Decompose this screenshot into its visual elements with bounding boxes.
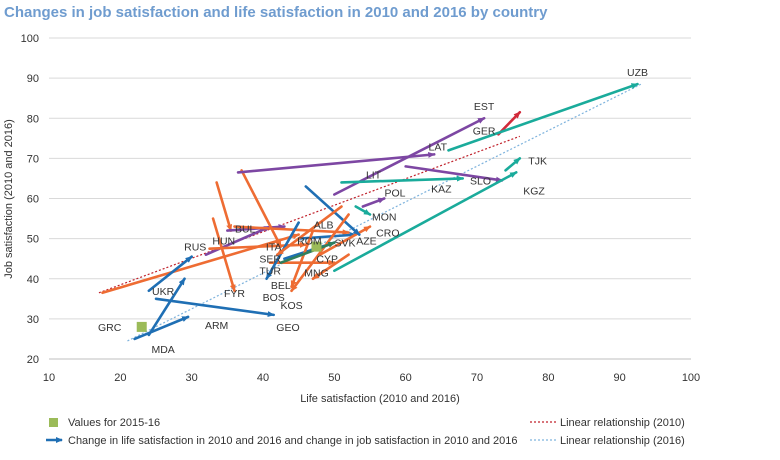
x-tick-label: 100 — [682, 372, 700, 384]
value-squares — [136, 241, 322, 332]
change-arrow — [290, 229, 315, 289]
country-labels: UZB EST GER LAT TJK LIT SLO KAZ KGZ POL MON BUL ALB H… — [98, 67, 648, 356]
change-arrow — [211, 217, 236, 293]
y-tick-label: 20 — [27, 354, 39, 366]
country-label: UKR — [152, 286, 175, 298]
country-label: UZB — [627, 67, 648, 79]
country-label: EST — [474, 101, 495, 113]
change-arrow — [204, 225, 272, 256]
change-arrow — [101, 233, 300, 295]
country-label: ARM — [205, 320, 228, 332]
trendline-2010 — [98, 135, 521, 294]
country-label: BUL — [235, 224, 256, 236]
y-tick-label: 90 — [27, 73, 39, 85]
value-square — [311, 241, 322, 252]
country-label: GRC — [98, 322, 122, 334]
change-arrow — [279, 241, 336, 265]
change-arrow — [290, 213, 350, 293]
legend-square-label: Values for 2015-16 — [68, 417, 160, 429]
x-tick-label: 70 — [471, 372, 483, 384]
y-tick-label: 40 — [27, 274, 39, 286]
country-label: BOS — [263, 292, 285, 304]
legend-line-2010-label: Linear relationship (2010) — [560, 417, 685, 429]
change-arrow — [147, 255, 193, 293]
y-axis-ticks: 20 30 40 50 60 70 80 90 100 — [21, 33, 39, 366]
x-tick-label: 20 — [114, 372, 126, 384]
country-label: SLO — [470, 175, 491, 187]
change-arrow — [361, 197, 386, 208]
y-tick-label: 80 — [27, 113, 39, 125]
country-label: BEL — [271, 280, 291, 292]
x-tick-label: 30 — [186, 372, 198, 384]
country-label: CRO — [376, 228, 399, 240]
x-axis-label: Life satisfaction (2010 and 2016) — [300, 393, 460, 405]
country-label: MON — [372, 212, 397, 224]
country-label: FYR — [224, 288, 245, 300]
gridlines — [49, 37, 691, 360]
x-tick-label: 10 — [43, 372, 55, 384]
x-tick-label: 50 — [328, 372, 340, 384]
change-arrow — [311, 253, 350, 281]
change-arrow — [154, 297, 276, 318]
x-tick-label: 80 — [542, 372, 554, 384]
country-label: SER — [259, 254, 281, 266]
y-tick-label: 70 — [27, 153, 39, 165]
country-label: POL — [384, 187, 405, 199]
country-label: ROM — [297, 236, 322, 248]
change-arrow — [133, 315, 190, 341]
change-arrow — [236, 151, 436, 174]
country-label: MNG — [304, 268, 329, 280]
change-arrow — [275, 205, 343, 256]
country-label: KAZ — [431, 183, 452, 195]
change-arrow — [504, 157, 522, 172]
x-axis-ticks: 10 20 30 40 50 60 70 80 90 100 — [43, 372, 700, 384]
country-label: TUR — [259, 266, 281, 278]
chart-title: Changes in job satisfaction and life sat… — [4, 4, 548, 21]
legend: Values for 2015-16 Change in life satisf… — [46, 417, 685, 447]
change-arrow — [447, 82, 639, 152]
x-tick-label: 40 — [257, 372, 269, 384]
y-axis-label: Job satisfaction (2010 and 2016) — [3, 119, 15, 279]
value-square — [136, 321, 147, 332]
trendlines — [98, 83, 642, 342]
country-label: ALB — [314, 220, 334, 232]
x-tick-label: 90 — [614, 372, 626, 384]
country-label: ITA — [266, 242, 282, 254]
change-arrow — [297, 232, 358, 240]
y-tick-label: 100 — [21, 33, 39, 45]
country-arrows — [101, 82, 639, 341]
country-label: GEO — [276, 322, 299, 334]
country-label: GER — [473, 125, 496, 137]
change-arrow — [304, 185, 361, 236]
change-arrow — [233, 225, 350, 236]
legend-square-swatch — [49, 418, 58, 427]
country-label: RUS — [184, 242, 206, 254]
country-label: SVK — [335, 238, 356, 250]
country-label: LIT — [366, 169, 382, 181]
country-label: CYP — [316, 254, 338, 266]
country-label: KOS — [280, 300, 302, 312]
country-label: LAT — [429, 141, 448, 153]
change-arrow — [404, 165, 504, 183]
legend-line-2016-label: Linear relationship (2016) — [560, 435, 685, 447]
y-tick-label: 50 — [27, 234, 39, 246]
country-label: AZE — [356, 236, 376, 248]
country-label: MDA — [151, 344, 174, 356]
change-arrow — [333, 171, 518, 273]
change-arrow — [340, 175, 465, 184]
country-label: TJK — [528, 155, 547, 167]
y-tick-label: 60 — [27, 194, 39, 206]
change-arrow — [318, 225, 372, 256]
change-arrow — [354, 205, 372, 216]
x-tick-label: 60 — [400, 372, 412, 384]
change-arrow — [147, 277, 186, 337]
country-label: KGZ — [523, 185, 545, 197]
change-arrow — [240, 169, 283, 248]
change-arrow — [215, 181, 233, 232]
legend-arrow-label: Change in life satisfaction in 2010 and … — [68, 435, 518, 447]
country-label: HUN — [212, 236, 235, 248]
y-tick-label: 30 — [27, 314, 39, 326]
